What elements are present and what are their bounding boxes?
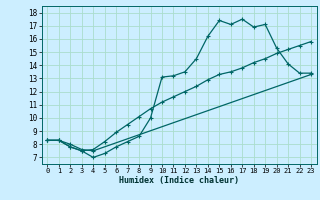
X-axis label: Humidex (Indice chaleur): Humidex (Indice chaleur) bbox=[119, 176, 239, 185]
